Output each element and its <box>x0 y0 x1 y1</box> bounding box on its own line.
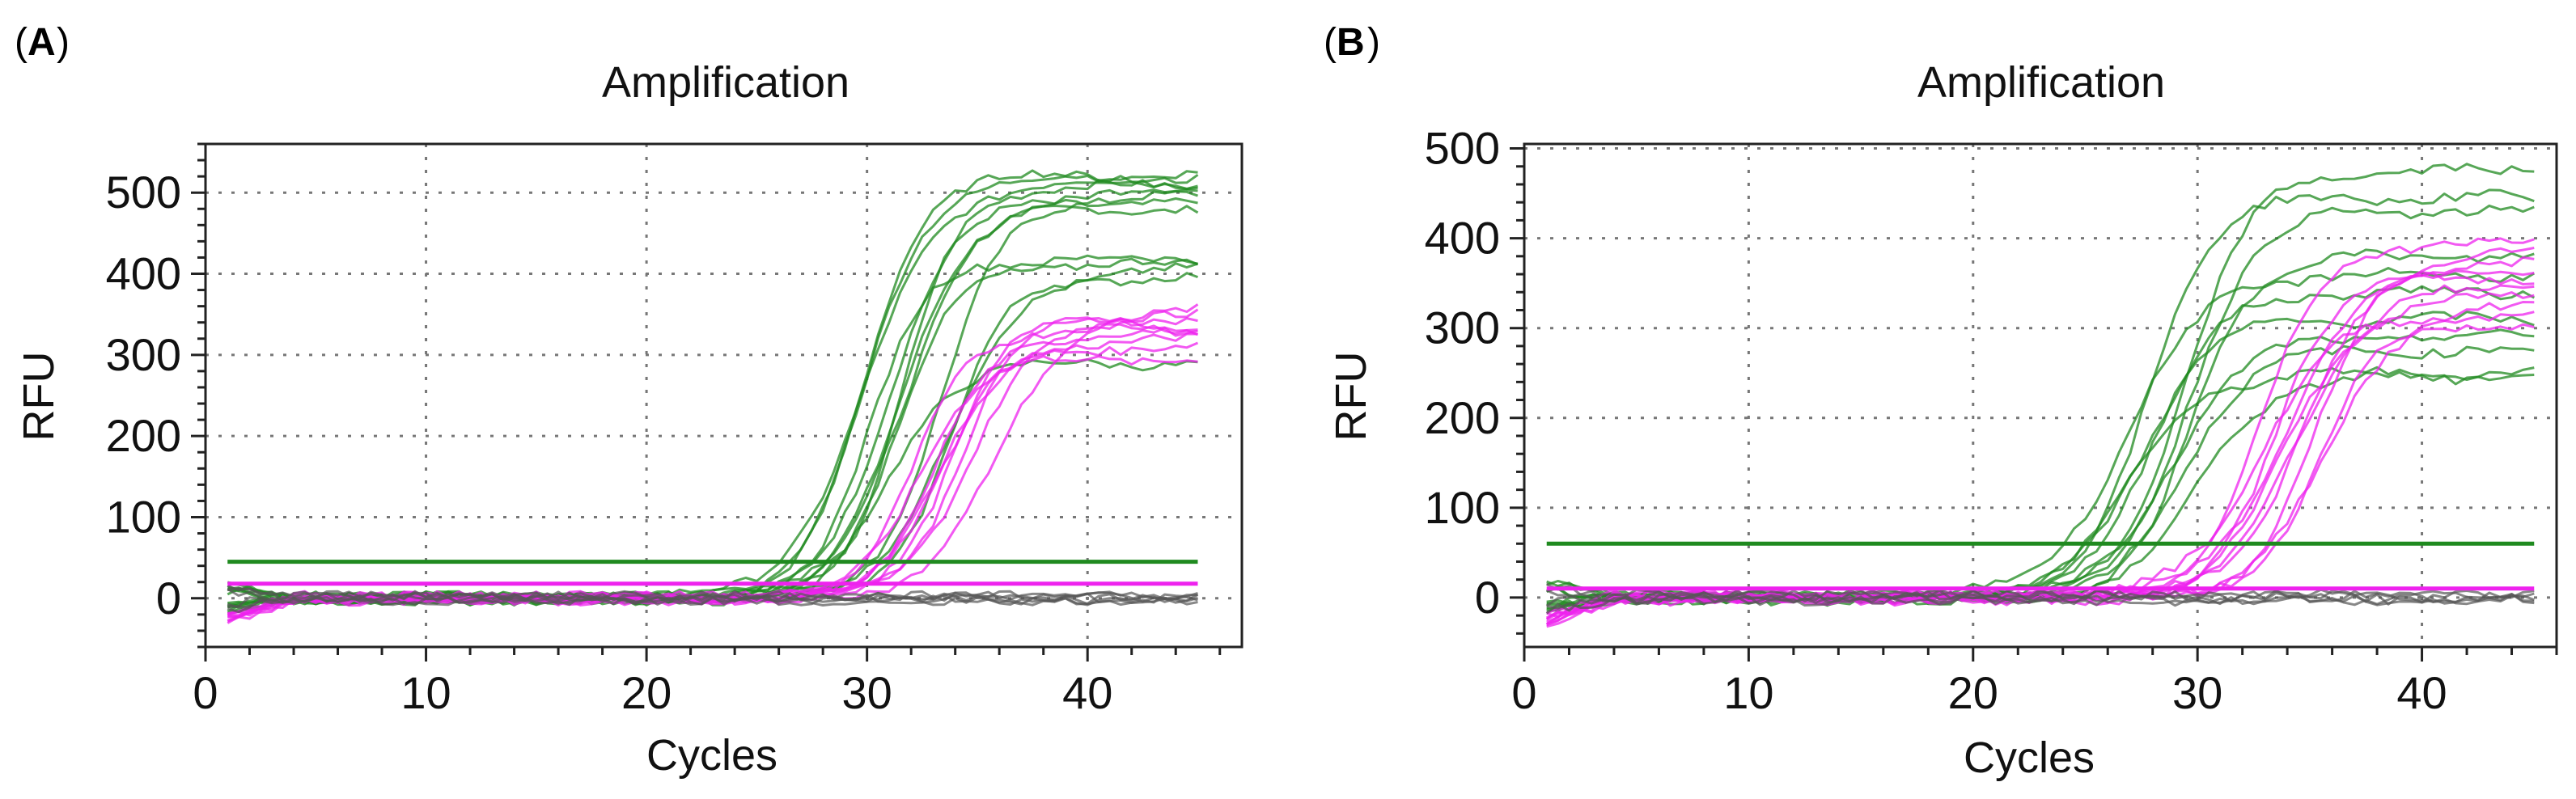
green-plateau-low-curve <box>227 254 1198 613</box>
green-plateau-high-curve <box>227 188 1198 606</box>
negative-baseline-curve <box>227 590 1198 614</box>
magenta-amplified-curve <box>227 341 1199 617</box>
magenta-amplified-curve <box>1545 247 2535 620</box>
panel-a-close-paren: ) <box>57 21 70 64</box>
y-tick-label: 100 <box>106 491 181 542</box>
y-tick-label: 0 <box>156 573 181 624</box>
magenta-amplified-curve <box>227 355 1198 616</box>
panel-a-open-paren: ( <box>15 21 28 64</box>
magenta-amplified-curve <box>1546 301 2535 619</box>
magenta-amplified-curve <box>1546 291 2535 627</box>
x-tick-label: 20 <box>1948 667 1998 718</box>
magenta-amplified-curve <box>227 327 1198 624</box>
y-tick-label: 100 <box>1425 482 1500 533</box>
negative-baseline-curve <box>227 587 1198 607</box>
y-tick-label: 200 <box>1425 392 1500 443</box>
panel-a-title: Amplification <box>602 58 849 107</box>
magenta-amplified-curve <box>227 323 1199 622</box>
green-plateau-high-curve <box>227 179 1198 615</box>
green-amplified-curve <box>1546 248 2535 605</box>
green-amplified-curve <box>1546 370 2535 607</box>
x-tick-label: 0 <box>1511 667 1536 718</box>
x-tick-label: 40 <box>1062 667 1112 718</box>
x-tick-label: 10 <box>400 667 451 718</box>
green-plateau-high-curve <box>227 190 1198 607</box>
y-tick-label: 300 <box>106 329 181 380</box>
panel-a-y-axis-label: RFU <box>15 352 63 442</box>
green-amplified-curve <box>1546 285 2536 606</box>
panel-a: ( A ) Amplification Cycles RFU 0 10 20 30 40… <box>15 21 1244 780</box>
y-tick-label: 500 <box>1425 123 1500 174</box>
panel-b-y-axis-label: RFU <box>1327 352 1375 442</box>
magenta-amplified-curve <box>1545 323 2535 621</box>
y-tick-label: 400 <box>1425 213 1500 264</box>
negative-baseline-curve <box>1546 589 2535 607</box>
green-amplified-curve <box>1546 366 2535 607</box>
x-tick-label: 30 <box>2172 667 2222 718</box>
green-plateau-high-curve <box>227 169 1198 606</box>
magenta-amplified-curve <box>1546 256 2535 619</box>
panel-b-open-paren: ( <box>1324 21 1337 64</box>
green-plateau-high-curve <box>227 173 1199 608</box>
negative-baseline-curve <box>1546 583 2535 606</box>
panel-a-letter: A <box>28 21 56 64</box>
plot-frame <box>1523 142 2558 649</box>
panel-b-title: Amplification <box>1917 58 2165 107</box>
x-tick-label: 10 <box>1723 667 1773 718</box>
green-amplified-curve <box>1546 345 2535 610</box>
panel-a-x-axis-label: Cycles <box>646 731 777 780</box>
panel-b-letter: B <box>1337 21 1365 64</box>
y-tick-label: 0 <box>1475 572 1500 623</box>
green-amplified-curve <box>1546 267 2536 606</box>
y-tick-label: 500 <box>106 167 181 218</box>
y-tick-label: 200 <box>106 410 181 461</box>
x-tick-label: 40 <box>2396 667 2447 718</box>
green-plateau-high-curve <box>227 180 1198 606</box>
green-amplified-curve <box>1546 204 2535 608</box>
panel-b-x-axis-label: Cycles <box>1964 733 2095 782</box>
plot-frame <box>204 142 1244 649</box>
magenta-amplified-curve <box>1545 237 2535 626</box>
x-tick-label: 30 <box>842 667 892 718</box>
magenta-amplified-curve <box>1546 271 2535 625</box>
green-plateau-low-curve <box>227 358 1198 605</box>
x-tick-label: 0 <box>193 667 218 718</box>
panel-b-close-paren: ) <box>1367 21 1380 64</box>
magenta-amplified-curve <box>227 332 1198 619</box>
panel-b: ( B ) Amplification Cycles RFU 0 10 20 30 40… <box>1324 21 2558 782</box>
x-tick-label: 20 <box>621 667 672 718</box>
y-tick-label: 400 <box>106 248 181 299</box>
y-tick-label: 300 <box>1425 302 1500 353</box>
green-plateau-low-curve <box>227 257 1199 607</box>
